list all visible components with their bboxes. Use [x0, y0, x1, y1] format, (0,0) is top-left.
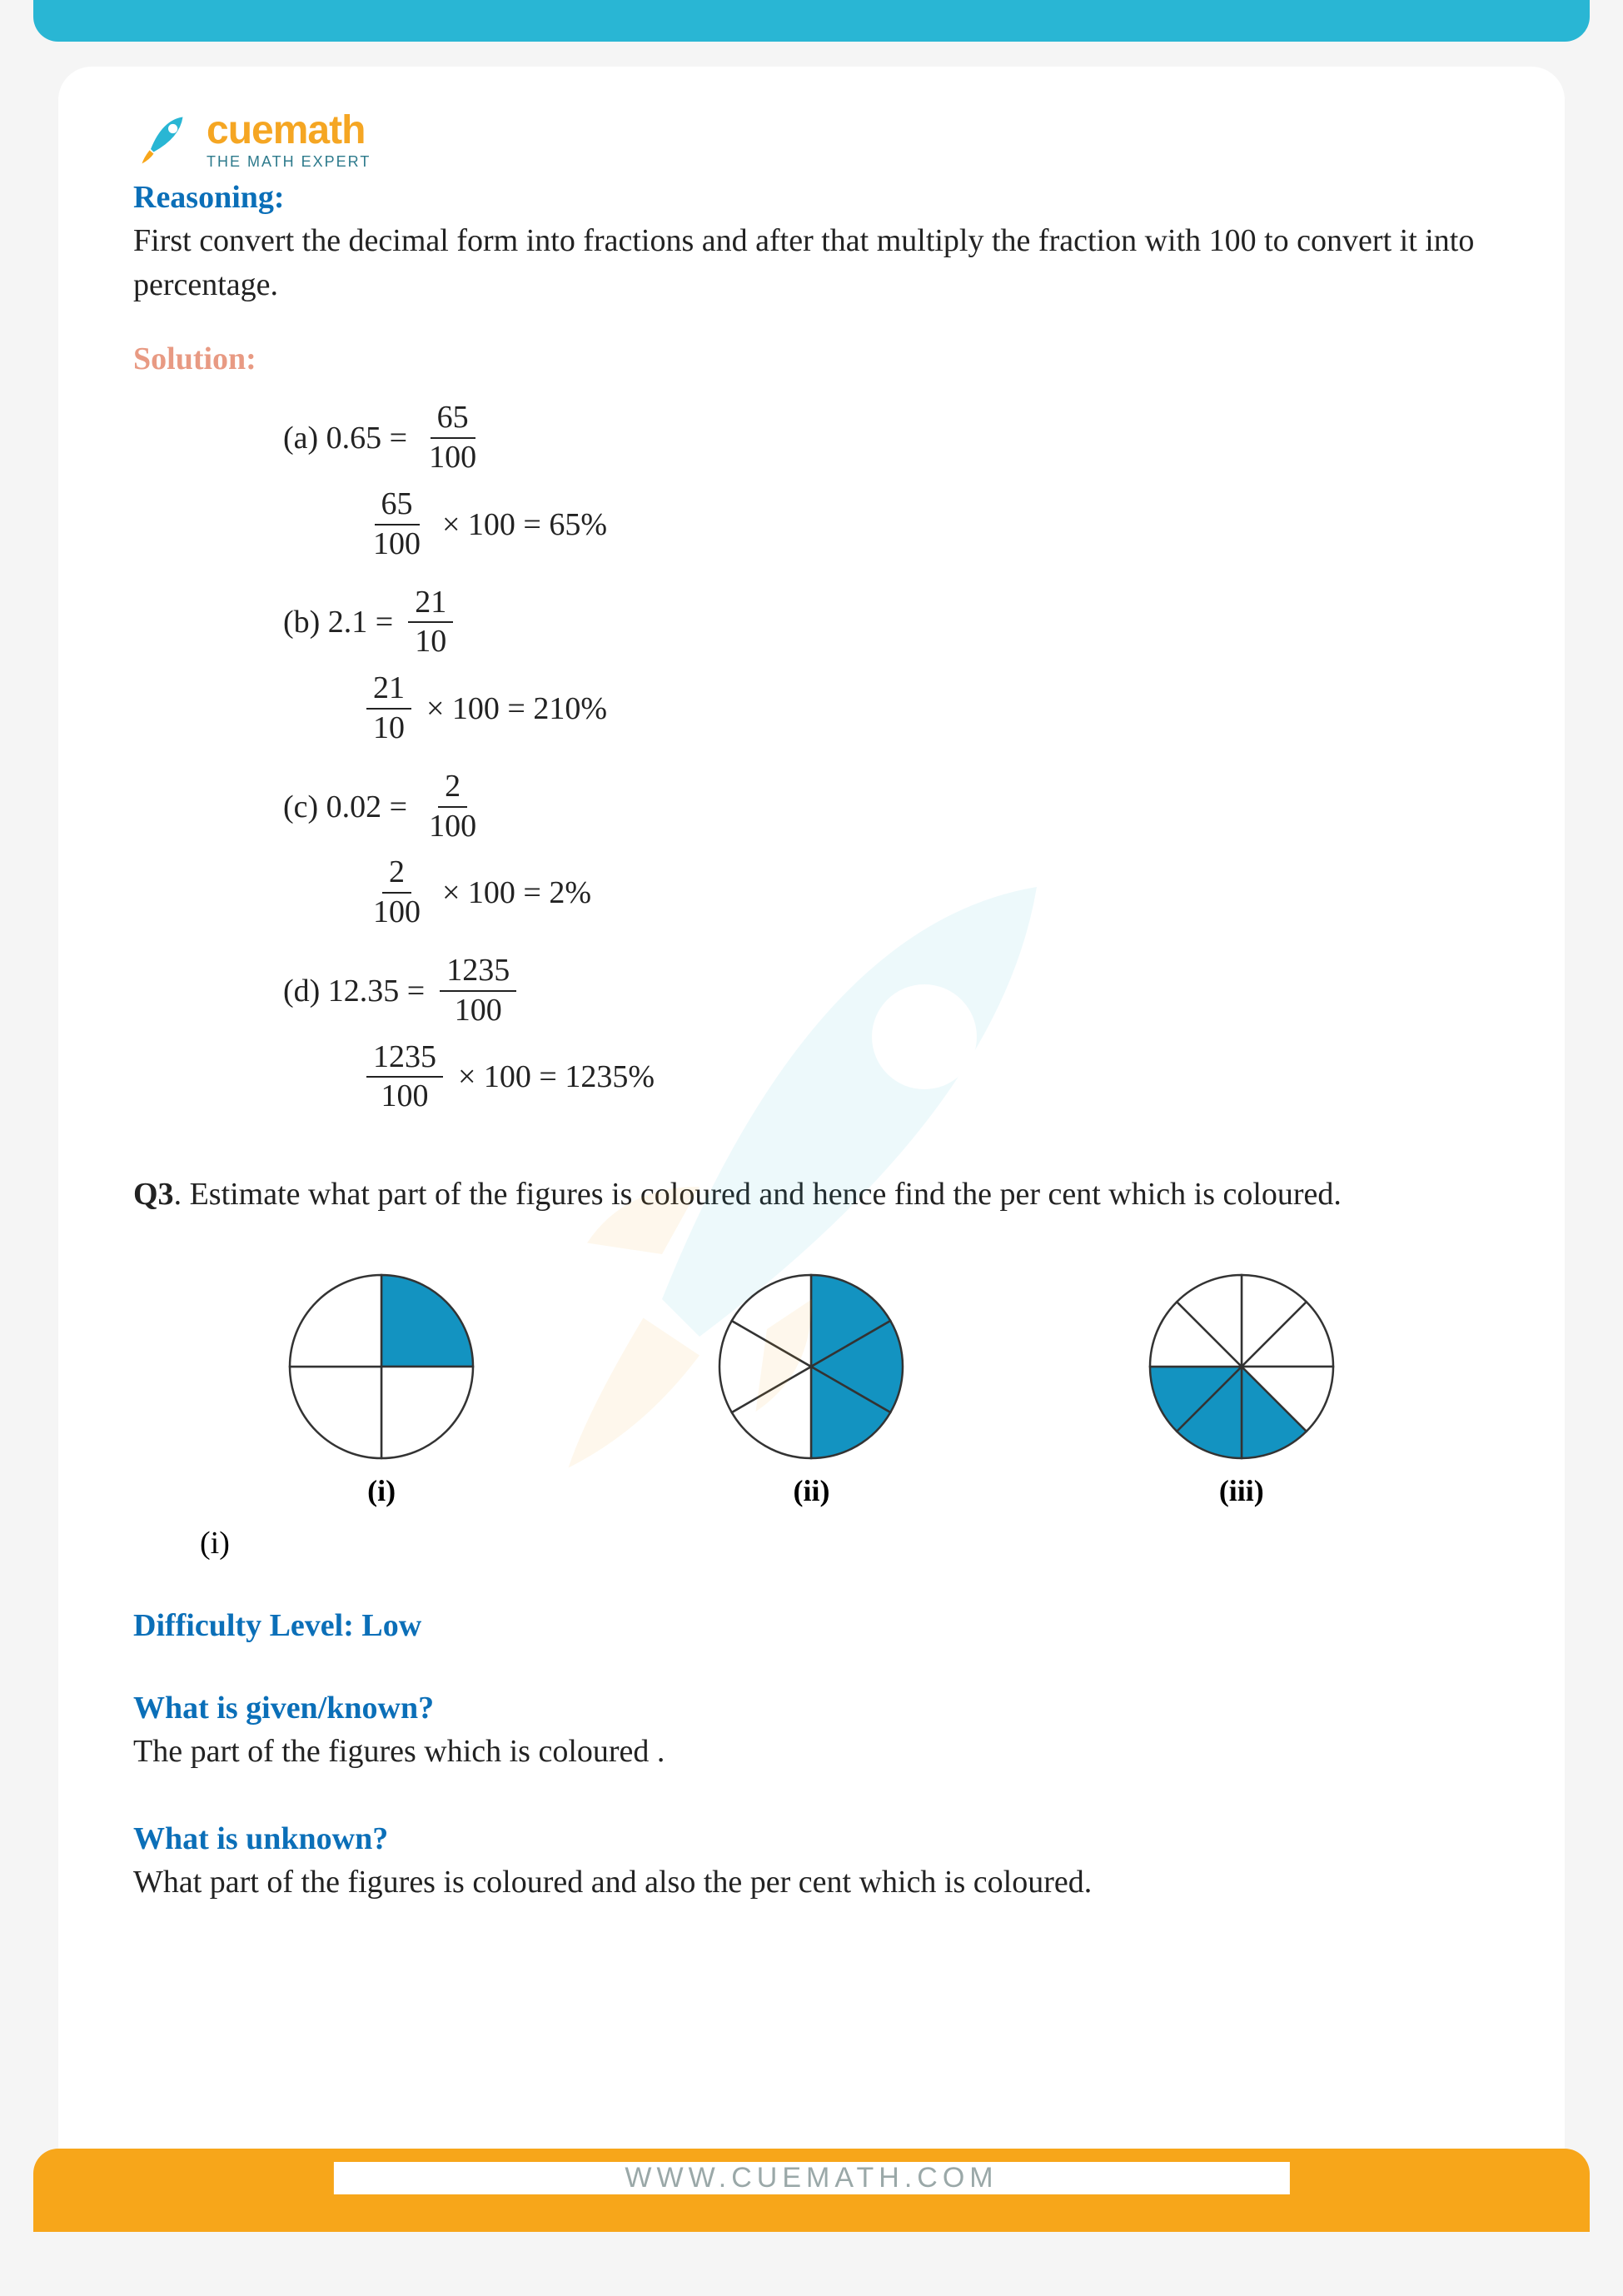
solution-heading: Solution:: [133, 341, 1490, 377]
times-100: × 100 = 2%: [442, 874, 591, 911]
figures-row: (i) (ii) (iii): [167, 1267, 1456, 1508]
eq-line-2: 2100 × 100 = 2%: [358, 855, 1490, 930]
brand-name: cuemath: [207, 111, 371, 151]
fraction: 2100: [366, 855, 427, 930]
times-100: × 100 = 65%: [442, 506, 607, 543]
q3-text: . Estimate what part of the figures is c…: [174, 1177, 1342, 1212]
figure-label: (iii): [1219, 1473, 1264, 1508]
page-card: cuemath THE MATH EXPERT Reasoning: First…: [58, 67, 1565, 2232]
unknown-text: What part of the figures is coloured and…: [133, 1860, 1490, 1905]
fraction: 65100: [366, 487, 427, 562]
figure-label: (ii): [793, 1473, 829, 1508]
fraction: 1235100: [366, 1040, 443, 1115]
top-accent-bar: [33, 0, 1590, 42]
eq-line-1: (b) 2.1 = 2110: [283, 585, 1490, 660]
brand-logo: cuemath THE MATH EXPERT: [133, 108, 1490, 171]
eq-line-2: 2110 × 100 = 210%: [358, 671, 1490, 746]
unknown-heading: What is unknown?: [133, 1820, 1490, 1857]
footer-url: WWW.CUEMATH.COM: [333, 2162, 1289, 2194]
item-label: (a) 0.65 =: [283, 420, 407, 456]
question-3: Q3. Estimate what part of the figures is…: [133, 1173, 1490, 1217]
times-100: × 100 = 1235%: [458, 1058, 655, 1095]
q3-number: Q3: [133, 1177, 174, 1212]
figure: (i): [281, 1267, 481, 1508]
solution-item: (c) 0.02 = 2100 2100 × 100 = 2%: [283, 769, 1490, 930]
fraction: 2110: [366, 671, 411, 746]
figure-label: (i): [367, 1473, 396, 1508]
eq-line-1: (c) 0.02 = 2100: [283, 769, 1490, 844]
solution-item: (b) 2.1 = 2110 2110 × 100 = 210%: [283, 585, 1490, 746]
brand-tagline: THE MATH EXPERT: [207, 154, 371, 169]
item-label: (c) 0.02 =: [283, 789, 407, 825]
figure: (iii): [1142, 1267, 1342, 1508]
reasoning-heading: Reasoning:: [133, 179, 1490, 216]
eq-line-2: 65100 × 100 = 65%: [358, 487, 1490, 562]
solution-list: (a) 0.65 = 65100 65100 × 100 = 65% (b) 2.1 =…: [133, 401, 1490, 1114]
solution-item: (d) 12.35 = 1235100 1235100 × 100 = 1235%: [283, 954, 1490, 1114]
item-label: (b) 2.1 =: [283, 604, 393, 640]
fraction: 2110: [408, 585, 453, 660]
q3-sub-i: (i): [200, 1525, 1490, 1561]
given-heading: What is given/known?: [133, 1690, 1490, 1726]
fraction: 65100: [422, 401, 483, 476]
eq-line-1: (d) 12.35 = 1235100: [283, 954, 1490, 1028]
eq-line-1: (a) 0.65 = 65100: [283, 401, 1490, 476]
solution-item: (a) 0.65 = 65100 65100 × 100 = 65%: [283, 401, 1490, 561]
times-100: × 100 = 210%: [426, 690, 607, 727]
given-text: The part of the figures which is coloure…: [133, 1730, 1490, 1774]
item-label: (d) 12.35 =: [283, 973, 425, 1009]
eq-line-2: 1235100 × 100 = 1235%: [358, 1040, 1490, 1115]
difficulty-level: Difficulty Level: Low: [133, 1607, 1490, 1644]
rocket-icon: [133, 108, 192, 171]
reasoning-text: First convert the decimal form into frac…: [133, 219, 1490, 307]
figure: (ii): [711, 1267, 911, 1508]
fraction: 2100: [422, 769, 483, 844]
fraction: 1235100: [440, 954, 516, 1028]
